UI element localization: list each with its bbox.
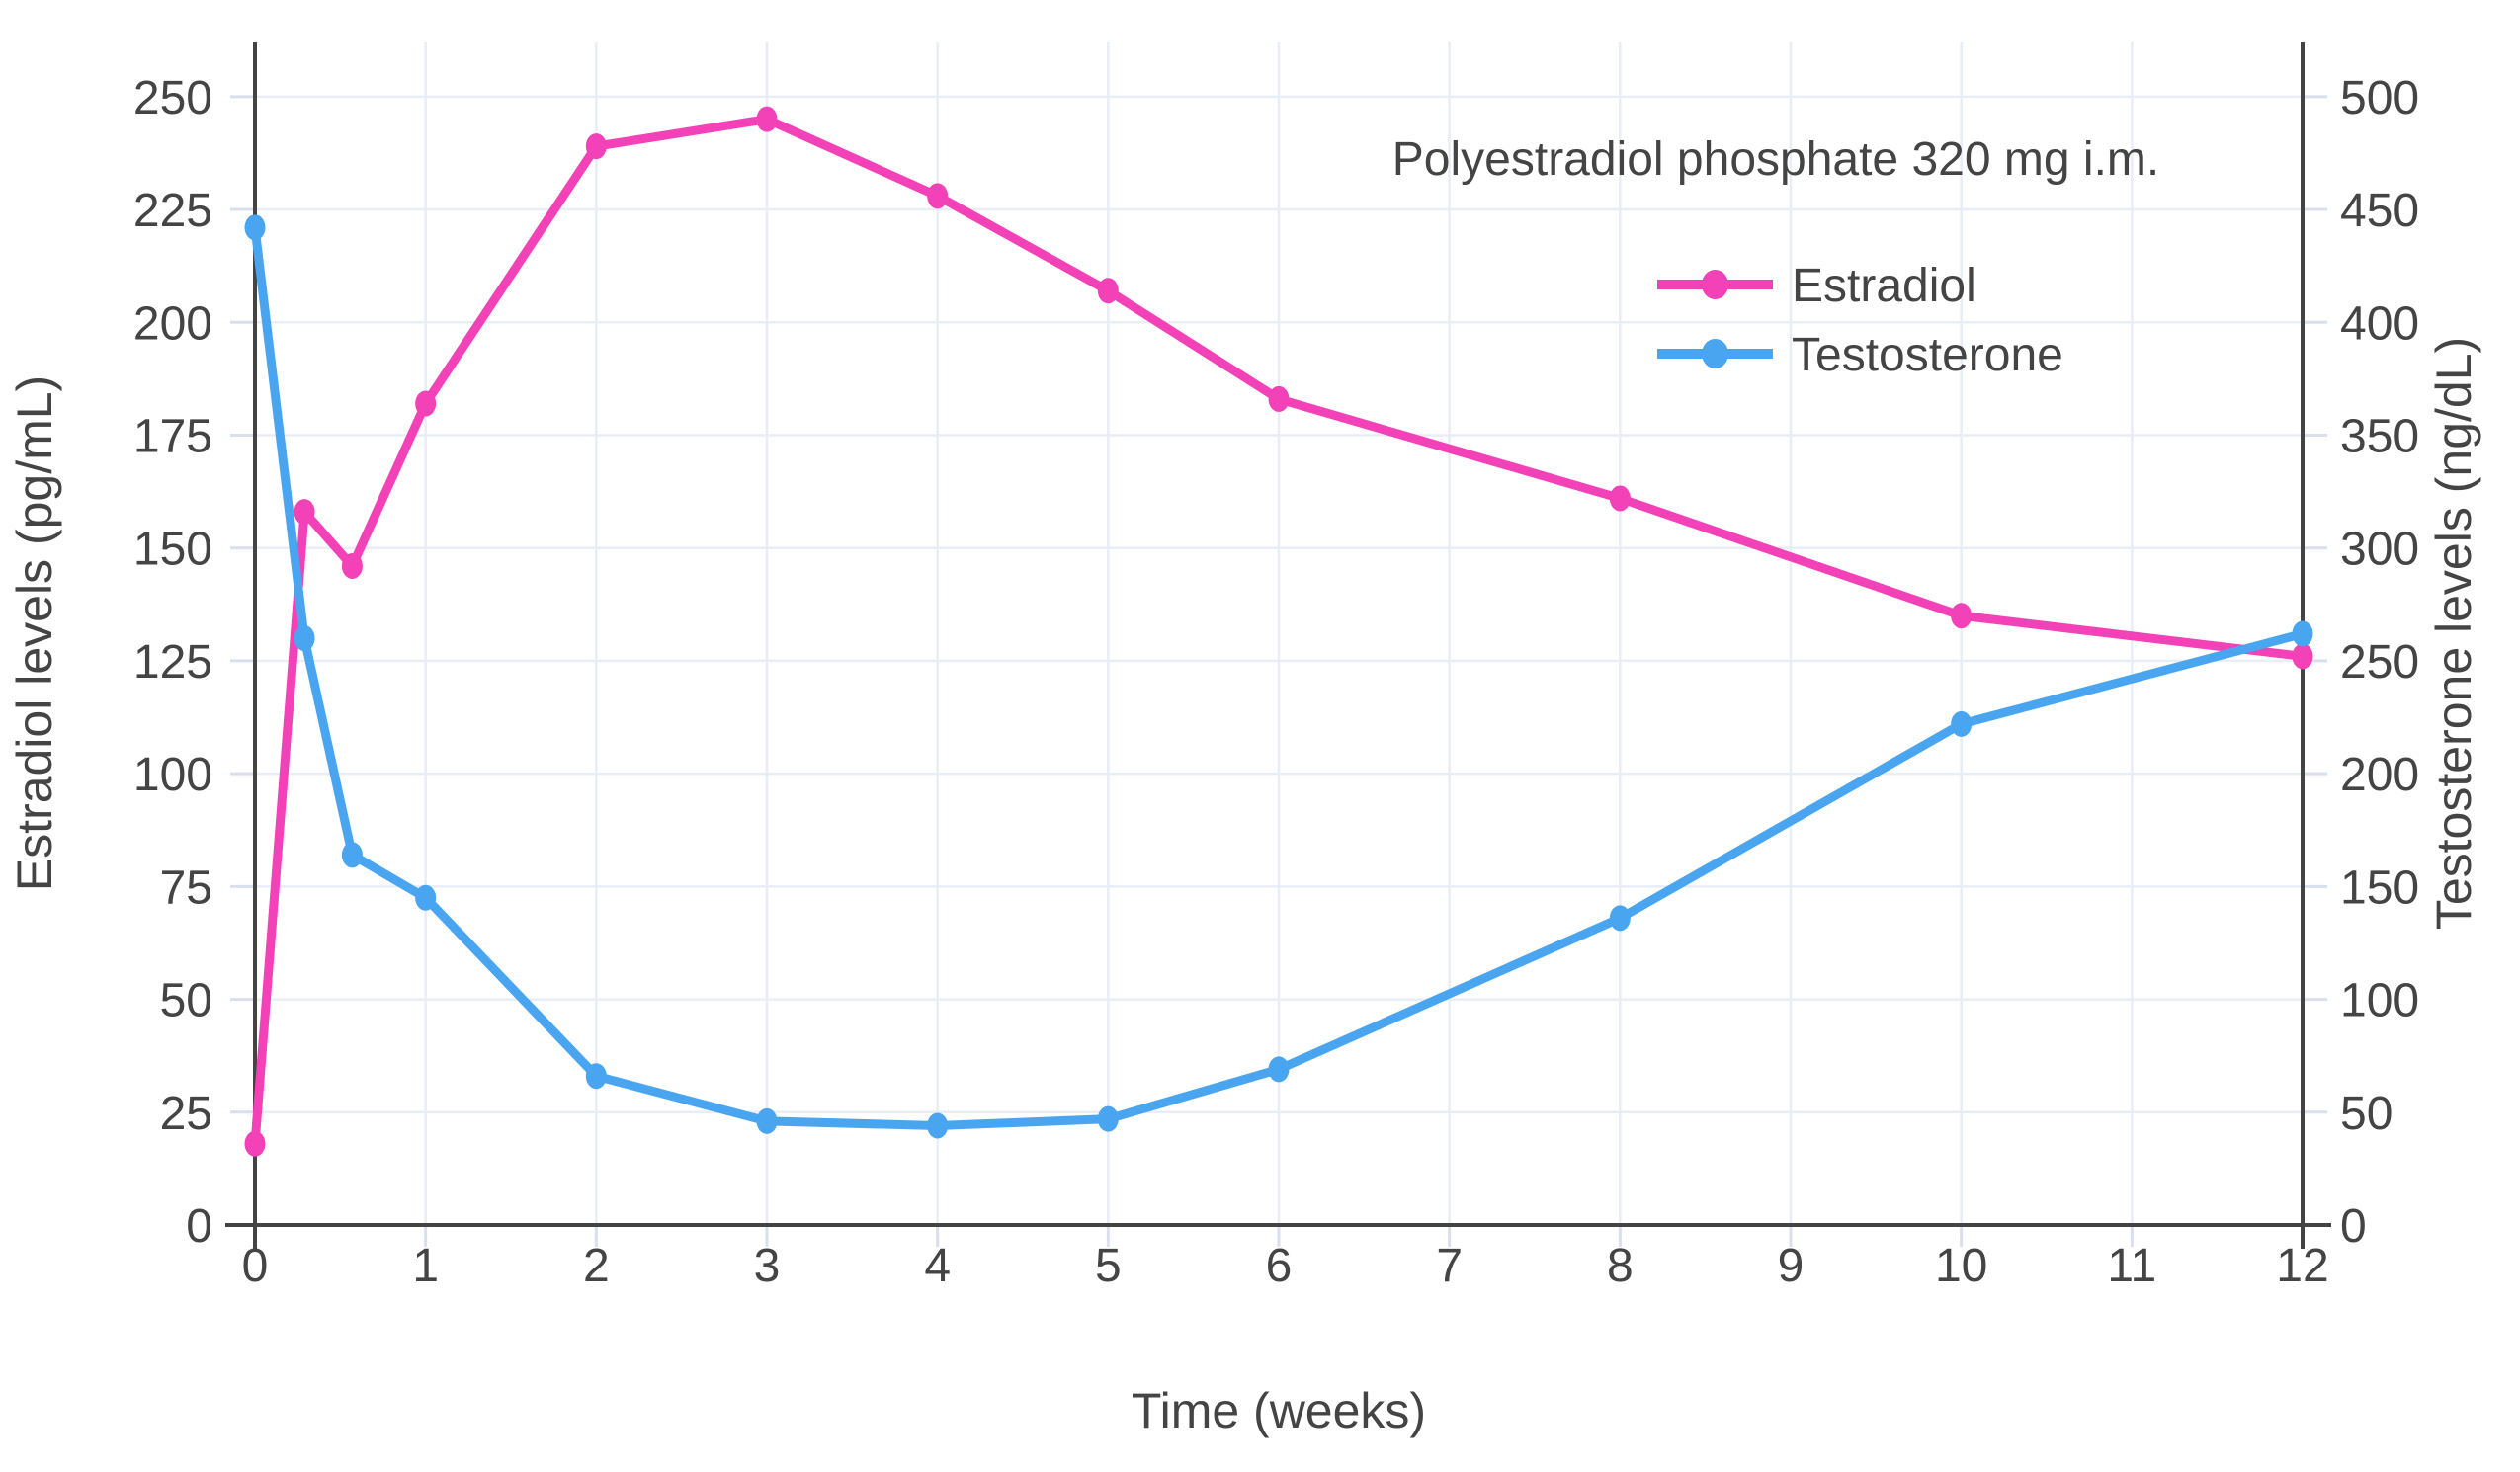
left-tick-label: 75 (160, 861, 212, 914)
right-tick-label: 250 (2340, 636, 2419, 689)
legend: Estradiol Testosterone (1657, 260, 2063, 381)
estradiol-point[interactable] (1609, 485, 1631, 512)
testosterone-point[interactable] (341, 842, 363, 868)
legend-entry-estradiol[interactable]: Estradiol (1657, 260, 1976, 312)
right-tick-label: 0 (2340, 1200, 2367, 1253)
x-tick-label: 7 (1436, 1240, 1463, 1292)
x-tick-label: 3 (754, 1240, 781, 1292)
left-tick-label: 125 (133, 636, 212, 689)
estradiol-point[interactable] (1951, 603, 1973, 629)
testosterone-point[interactable] (927, 1112, 949, 1139)
testosterone-point[interactable] (585, 1063, 607, 1090)
legend-label-estradiol: Estradiol (1792, 260, 1976, 312)
right-axis-title: Testosterone levels (ng/dL) (2426, 337, 2481, 930)
testosterone-point[interactable] (415, 884, 437, 911)
estradiol-point[interactable] (415, 390, 437, 417)
estradiol-point[interactable] (341, 552, 363, 579)
legend-entry-testosterone[interactable]: Testosterone (1657, 329, 2063, 381)
x-tick-label: 5 (1095, 1240, 1122, 1292)
grid-layer (255, 42, 2303, 1225)
x-tick-label: 1 (412, 1240, 439, 1292)
x-tick-label: 10 (1935, 1240, 1987, 1292)
left-tick-label: 200 (133, 297, 212, 350)
x-tick-label: 4 (924, 1240, 951, 1292)
right-tick-label: 200 (2340, 749, 2419, 801)
estradiol-point[interactable] (1268, 385, 1290, 412)
right-tick-label: 450 (2340, 185, 2419, 237)
testosterone-point[interactable] (1951, 710, 1973, 737)
left-tick-label: 50 (160, 975, 212, 1027)
right-tick-label: 150 (2340, 861, 2419, 914)
testosterone-point[interactable] (1268, 1056, 1290, 1083)
testosterone-point[interactable] (756, 1107, 778, 1134)
estradiol-point[interactable] (756, 106, 778, 132)
x-tick-label: 8 (1607, 1240, 1634, 1292)
right-tick-label: 50 (2340, 1088, 2393, 1140)
estradiol-point[interactable] (244, 1130, 266, 1157)
estradiol-point[interactable] (294, 499, 315, 526)
x-tick-label: 6 (1266, 1240, 1293, 1292)
tick-layer (230, 95, 2327, 1247)
left-tick-label: 175 (133, 410, 212, 462)
x-tick-label: 9 (1778, 1240, 1805, 1292)
x-tick-label: 2 (583, 1240, 610, 1292)
right-tick-label: 400 (2340, 297, 2419, 350)
series-layer (244, 106, 2313, 1157)
testosterone-point[interactable] (1097, 1105, 1119, 1132)
x-tick-label: 0 (242, 1240, 269, 1292)
legend-marker-estradiol (1702, 270, 1728, 299)
estradiol-point[interactable] (585, 133, 607, 160)
testosterone-point[interactable] (2292, 620, 2313, 647)
right-tick-label: 350 (2340, 410, 2419, 462)
x-axis-title: Time (weeks) (1132, 1383, 1426, 1438)
left-tick-label: 100 (133, 749, 212, 801)
testosterone-point[interactable] (244, 214, 266, 241)
estradiol-line[interactable] (250, 115, 2308, 1149)
x-tick-label: 12 (2276, 1240, 2328, 1292)
left-tick-label: 250 (133, 72, 212, 124)
right-tick-label: 300 (2340, 524, 2419, 576)
estradiol-point[interactable] (1097, 278, 1119, 304)
left-tick-label: 0 (186, 1200, 212, 1253)
right-tick-label: 500 (2340, 72, 2419, 124)
legend-label-testosterone: Testosterone (1792, 329, 2063, 381)
estradiol-point[interactable] (2292, 643, 2313, 670)
left-tick-label: 25 (160, 1088, 212, 1140)
estradiol-point[interactable] (927, 183, 949, 209)
right-tick-label: 100 (2340, 975, 2419, 1027)
x-tick-label: 11 (2107, 1240, 2156, 1292)
left-axis-title: Estradiol levels (pg/mL) (7, 375, 62, 891)
testosterone-point[interactable] (294, 625, 315, 652)
left-tick-label: 150 (133, 524, 212, 576)
testosterone-point[interactable] (1609, 905, 1631, 932)
legend-marker-testosterone (1702, 339, 1728, 368)
label-layer: 0255075100125150175200225250050100150200… (133, 72, 2419, 1292)
testosterone-line[interactable] (250, 222, 2308, 1130)
left-tick-label: 225 (133, 185, 212, 237)
chart-annotation: Polyestradiol phosphate 320 mg i.m. (1392, 133, 2159, 186)
